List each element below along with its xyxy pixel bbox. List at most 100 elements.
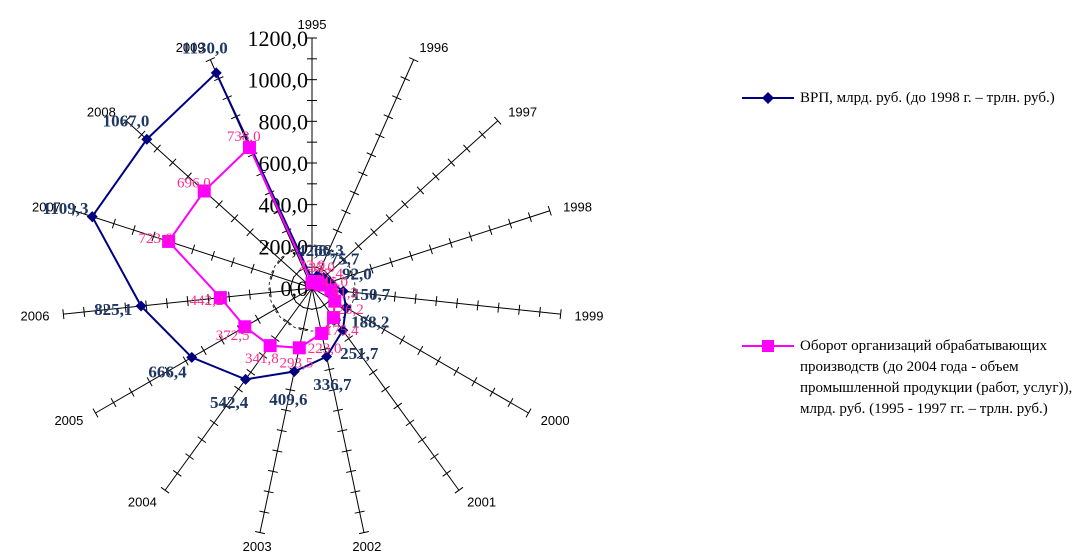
axis-tick	[292, 270, 301, 279]
axis-tick	[488, 225, 493, 235]
legend-swatch-square-icon	[742, 340, 794, 352]
axis-tick	[408, 57, 419, 63]
series-2-data-label: 293,5	[280, 356, 314, 372]
axis-tick	[182, 356, 189, 366]
category-label: 1996	[419, 40, 448, 55]
axis-tick	[255, 531, 266, 535]
axis-tick	[442, 470, 452, 477]
axis-tick	[350, 490, 361, 494]
axis-tick	[375, 133, 385, 139]
axis-tick	[122, 116, 130, 125]
axis-tick	[254, 314, 261, 324]
axis-tick	[283, 318, 292, 326]
axis-tick	[268, 469, 279, 473]
axis-tick	[489, 387, 496, 397]
axis-tick	[349, 270, 354, 281]
series-1-point	[86, 211, 98, 223]
radial-tick-label: 0,0	[281, 276, 309, 301]
category-label: 2002	[352, 539, 381, 554]
series-1-point	[337, 285, 349, 297]
series-1-data-label: 1130,0	[182, 38, 228, 57]
axis-tick	[448, 238, 453, 248]
category-label: 1997	[508, 104, 537, 119]
axis-tick	[218, 335, 225, 345]
category-label: 2009	[176, 40, 205, 55]
axis-tick	[261, 242, 270, 251]
series-1-data-label: 542,4	[210, 393, 249, 412]
series-1-data-label: 825,1	[94, 300, 132, 319]
axis-tick	[207, 293, 210, 304]
series-1-point	[240, 373, 252, 385]
axis-tick	[525, 408, 532, 418]
axis-tick	[341, 209, 351, 215]
axis-tick	[337, 429, 348, 433]
series-1-point	[135, 300, 147, 312]
axis-tick	[373, 289, 376, 300]
series-1-point	[337, 324, 349, 336]
series-2-data-label: 223,0	[308, 341, 342, 357]
axis-tick	[430, 453, 439, 460]
category-label: 2008	[87, 104, 116, 119]
axis-tick	[454, 486, 464, 494]
axis-tick	[311, 306, 322, 310]
axis-tick	[354, 242, 363, 251]
axis-tick	[128, 387, 135, 397]
radial-tick-label: 600,0	[259, 151, 309, 176]
axis-tick	[205, 57, 216, 63]
axis-tick	[497, 302, 500, 313]
axis-tick	[383, 114, 394, 120]
axis-tick	[291, 293, 297, 303]
axis-tick	[209, 419, 219, 427]
axis-tick	[547, 205, 552, 216]
series-2-data-label: 372,5	[216, 328, 250, 344]
series-2-point	[162, 234, 176, 248]
series-1-data-label: 1109,3	[43, 199, 89, 218]
axis-tick	[277, 256, 285, 265]
axis-tick	[272, 304, 279, 314]
series-1-data-label: 150,7	[352, 285, 391, 304]
axis-tick	[164, 366, 171, 376]
axis-tick	[332, 408, 343, 412]
series-2-point	[324, 283, 338, 297]
axis-tick	[456, 298, 459, 309]
series-2-data-label: 46,0	[322, 275, 348, 291]
legend-swatch-diamond-icon	[742, 92, 794, 104]
series-2-data-label: 738,0	[227, 129, 261, 145]
series-2-point	[315, 326, 329, 340]
series-2-data-label: 696,0	[177, 176, 211, 192]
axis-tick	[508, 218, 513, 229]
series-2-data-label: 341,8	[245, 351, 279, 367]
radial-tick-label: 400,0	[259, 193, 309, 218]
axis-tick	[239, 133, 249, 139]
axis-tick	[463, 144, 471, 153]
series-2-point	[292, 341, 306, 355]
axis-tick	[62, 309, 65, 320]
axis-tick	[363, 314, 370, 324]
axis-tick	[349, 190, 360, 196]
category-label: 1999	[575, 309, 604, 324]
series-1-data-label: 42,8	[297, 241, 327, 260]
legend-label-series-2: Оборот организаций обрабатывающих произв…	[800, 338, 1073, 417]
axis-tick	[538, 306, 541, 317]
category-label: 2007	[32, 199, 61, 214]
axis-tick	[369, 263, 374, 274]
axis-tick	[527, 212, 532, 223]
axis-tick	[319, 347, 330, 351]
axis-tick	[417, 345, 424, 356]
axis-tick	[468, 231, 473, 242]
axis-tick	[137, 130, 146, 139]
axis-tick	[391, 95, 402, 101]
axis-tick	[319, 301, 329, 309]
axis-tick	[302, 306, 313, 310]
axis-tick	[381, 325, 388, 335]
axis-tick	[246, 228, 254, 237]
category-label: 1998	[563, 199, 592, 214]
axis-tick	[259, 510, 270, 514]
axis-tick	[428, 244, 433, 255]
legend-label-series-1: ВРП, млрд. руб. (до 1998 г. – трлн. руб.…	[800, 90, 1055, 106]
axis-tick	[230, 214, 239, 223]
axis-tick	[471, 377, 478, 387]
axis-tick	[234, 385, 243, 393]
axis-tick	[184, 172, 192, 181]
